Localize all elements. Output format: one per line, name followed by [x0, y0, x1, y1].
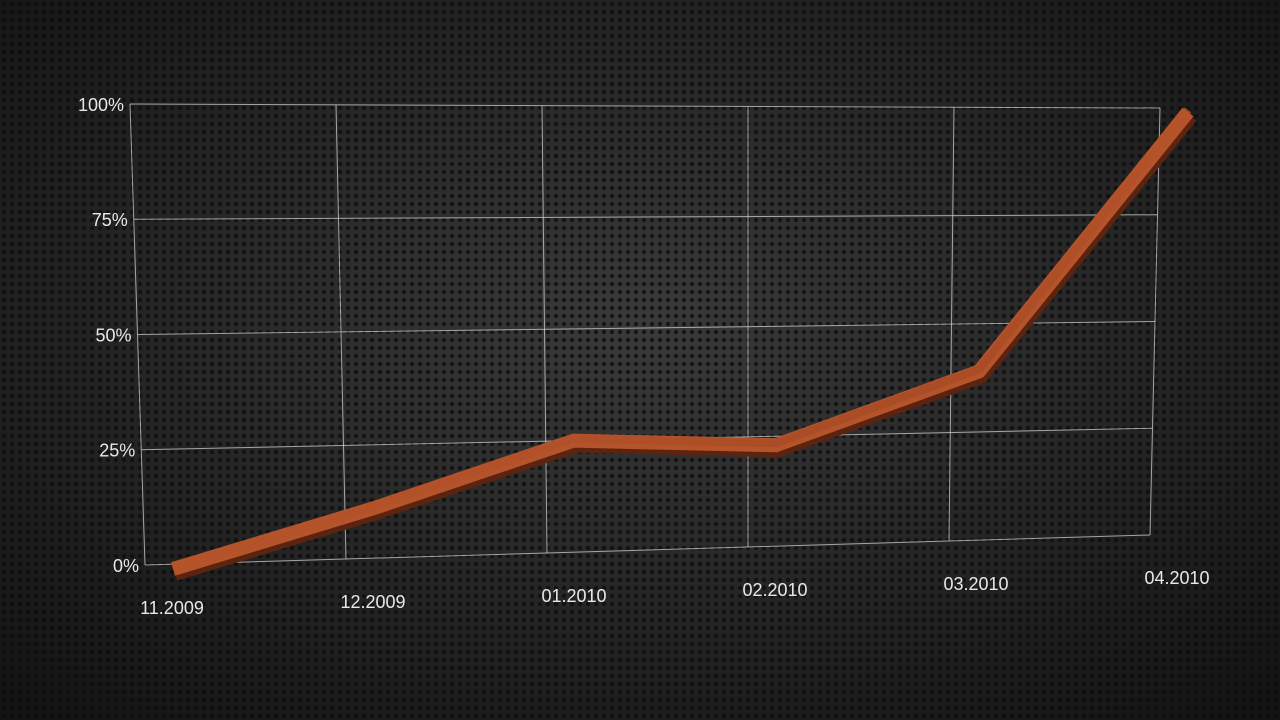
y-tick-label: 0% [113, 556, 139, 576]
plot-area: 0% 25% 50% 75% 100% 11.2009 12.2009 01.2010 02.2… [78, 95, 1210, 618]
grid-line [129, 103, 146, 566]
x-tick-label: 11.2009 [140, 598, 204, 618]
grid-line [335, 104, 347, 560]
x-tick-label: 03.2010 [943, 574, 1008, 594]
grid-line [1149, 107, 1161, 536]
y-tick-label: 50% [95, 325, 131, 345]
x-tick-label: 12.2009 [340, 592, 405, 612]
grid-line [144, 534, 1151, 566]
x-tick-label: 01.2010 [541, 586, 606, 606]
x-tick-label: 02.2010 [742, 580, 807, 600]
y-tick-label: 75% [92, 210, 128, 230]
line-highlight [171, 107, 1192, 571]
grid-line [541, 105, 548, 554]
grid-line [133, 214, 1158, 220]
grid-line [948, 107, 955, 542]
y-tick-label: 25% [99, 441, 135, 461]
grid-line [137, 321, 1156, 335]
y-tick-label: 100% [78, 95, 124, 115]
x-tick-label: 04.2010 [1144, 568, 1209, 588]
grid-line [129, 103, 1161, 109]
